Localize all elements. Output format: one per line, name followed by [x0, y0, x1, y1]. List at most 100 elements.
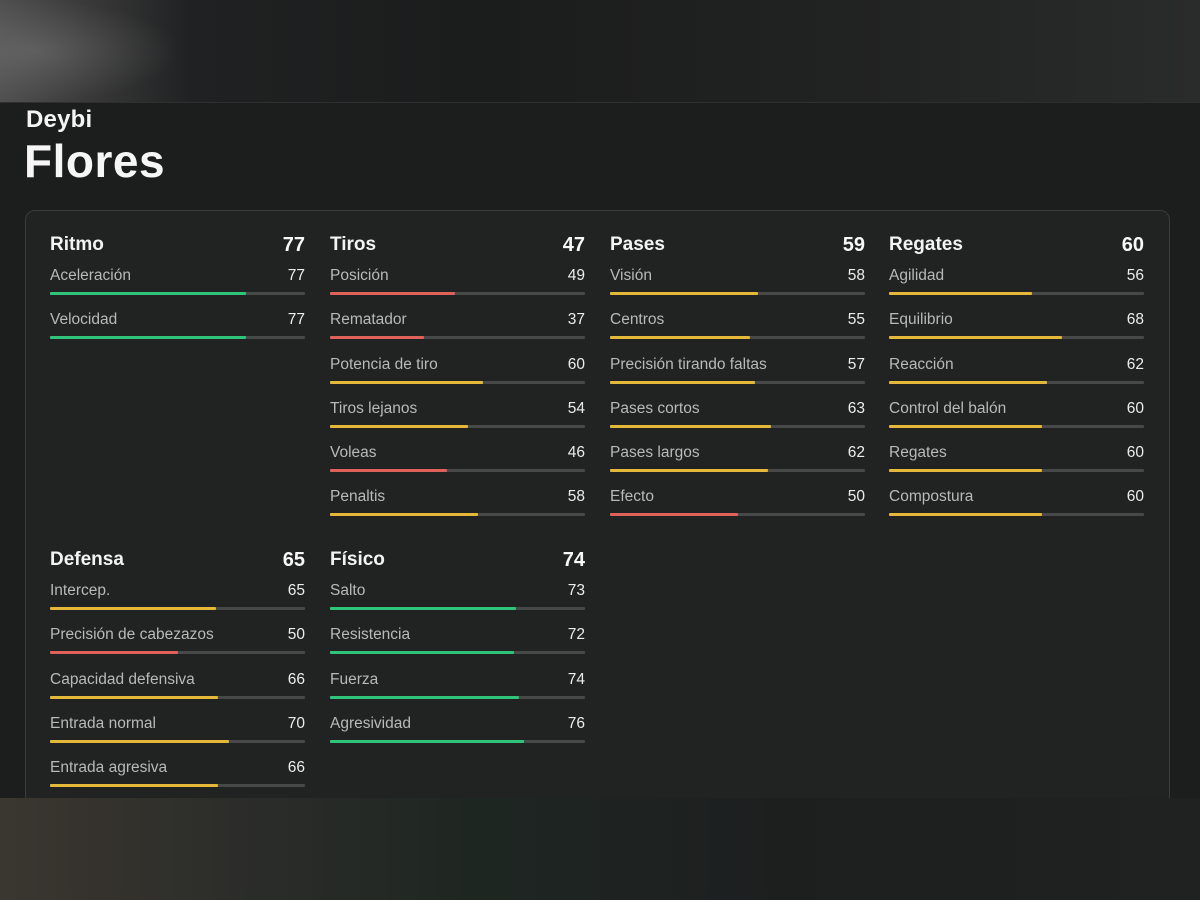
stat-label: Posición	[330, 267, 389, 284]
stat-value: 55	[847, 311, 865, 329]
stat-label: Reacción	[889, 355, 954, 373]
stat-bar-track	[330, 739, 585, 743]
stat-row: Voleas 46	[330, 444, 585, 488]
stat-row: Velocidad 77	[50, 311, 305, 355]
stat-row: Agilidad 56	[889, 267, 1144, 311]
stat-label: Equilibrio	[889, 311, 953, 329]
stat-row: Entrada agresiva 66	[50, 759, 305, 803]
stat-bar-track	[889, 336, 1144, 340]
stat-row: Capacidad defensiva 66	[50, 671, 305, 715]
stat-bar-track	[889, 380, 1144, 384]
stat-bar-track	[889, 424, 1144, 428]
stat-row: Control del balón 60	[889, 400, 1144, 444]
stat-label: Precisión tirando faltas	[610, 355, 767, 373]
category-3: Regates 60 Agilidad 56 Equilibrio 68 Reacción 6…	[889, 234, 1144, 533]
stat-bar-track	[330, 607, 585, 610]
stat-value: 68	[1126, 311, 1144, 329]
stat-row: Compostura 60	[889, 488, 1144, 532]
stat-row: Precisión tirando faltas 57	[610, 356, 865, 400]
stat-bar-track	[610, 424, 865, 428]
stat-label: Rematador	[330, 311, 407, 329]
player-first-name: Deybi	[26, 106, 93, 133]
stat-label: Tiros lejanos	[330, 399, 418, 417]
stat-bar-track	[330, 424, 585, 428]
stat-bar-fill	[330, 336, 425, 340]
stat-bar-track	[50, 784, 305, 788]
category-name: Pases	[610, 234, 665, 255]
stat-bar-track	[610, 513, 865, 517]
stat-bar-track	[610, 292, 865, 295]
stat-value: 50	[287, 626, 305, 644]
player-last-name: Flores	[24, 135, 166, 187]
category-1: Tiros 47 Posición 49 Rematador 37 Potencia de …	[330, 234, 585, 533]
stat-value: 77	[287, 311, 305, 329]
stat-label: Aceleración	[50, 267, 131, 284]
stat-row: Fuerza 74	[330, 671, 585, 715]
stat-bar-track	[330, 695, 585, 699]
stat-label: Centros	[610, 311, 665, 329]
category-4: Defensa 65 Intercep. 65 Precisión de cabezaz…	[50, 549, 305, 803]
stat-bar-track	[50, 336, 305, 340]
stat-bar-track	[50, 292, 305, 295]
stat-value: 66	[287, 759, 305, 777]
stat-bar-fill	[330, 469, 448, 473]
category-5: Físico 74 Salto 73 Resistencia 72 Fuerza 74 Agre…	[330, 549, 585, 759]
stat-bar-track	[889, 469, 1144, 473]
category-rating: 59	[842, 234, 865, 256]
stat-value: 65	[287, 582, 305, 599]
stat-label: Fuerza	[330, 670, 379, 688]
stat-row: Reacción 62	[889, 356, 1144, 400]
stat-bar-fill	[330, 513, 478, 517]
stat-row: Salto 73	[330, 582, 585, 626]
stat-bar-fill	[330, 651, 514, 655]
stat-row: Intercep. 65	[50, 582, 305, 626]
stat-row: Pases largos 62	[610, 444, 865, 488]
stat-value: 73	[567, 582, 585, 599]
stat-row: Centros 55	[610, 311, 865, 355]
category-header: Ritmo 77	[50, 234, 305, 258]
stat-bar-fill	[610, 469, 769, 473]
stat-value: 77	[287, 267, 305, 284]
header-banner	[0, 0, 1200, 103]
stat-bar-track	[889, 292, 1144, 295]
stat-row: Equilibrio 68	[889, 311, 1144, 355]
stat-bar-fill	[330, 424, 468, 428]
stat-bar-fill	[50, 695, 219, 699]
stat-label: Regates	[889, 444, 947, 462]
stat-bar-track	[50, 607, 305, 610]
stat-value: 50	[847, 488, 865, 506]
category-header: Físico 74	[330, 549, 585, 573]
stat-bar-fill	[50, 651, 178, 655]
stat-label: Capacidad defensiva	[50, 670, 195, 688]
stat-bar-fill	[50, 292, 247, 295]
stat-row: Regates 60	[889, 444, 1144, 488]
stat-value: 62	[847, 444, 865, 462]
stat-bar-fill	[330, 695, 519, 699]
stat-row: Entrada normal 70	[50, 715, 305, 759]
stat-value: 70	[287, 714, 305, 732]
stat-row: Efecto 50	[610, 488, 865, 532]
stat-bar-fill	[889, 469, 1042, 473]
stat-row: Potencia de tiro 60	[330, 356, 585, 400]
stat-label: Voleas	[330, 444, 377, 462]
stat-label: Resistencia	[330, 626, 411, 644]
stat-row: Visión 58	[610, 267, 865, 311]
stat-bar-track	[50, 739, 305, 743]
stat-value: 60	[567, 355, 585, 373]
footer-banner	[0, 798, 1200, 900]
stat-row: Tiros lejanos 54	[330, 400, 585, 444]
stat-bar-fill	[50, 607, 216, 610]
stat-bar-fill	[610, 336, 751, 340]
stat-label: Velocidad	[50, 311, 118, 329]
category-rating: 47	[562, 234, 585, 256]
stat-value: 60	[1126, 399, 1144, 417]
stat-value: 56	[1126, 267, 1144, 284]
stat-value: 60	[1126, 488, 1144, 506]
stat-value: 58	[567, 488, 585, 506]
category-rating: 77	[282, 234, 305, 256]
category-name: Ritmo	[50, 234, 104, 255]
stat-bar-track	[330, 336, 585, 340]
stat-value: 54	[567, 399, 585, 417]
stat-bar-fill	[889, 292, 1032, 295]
stat-label: Control del balón	[889, 399, 1007, 417]
